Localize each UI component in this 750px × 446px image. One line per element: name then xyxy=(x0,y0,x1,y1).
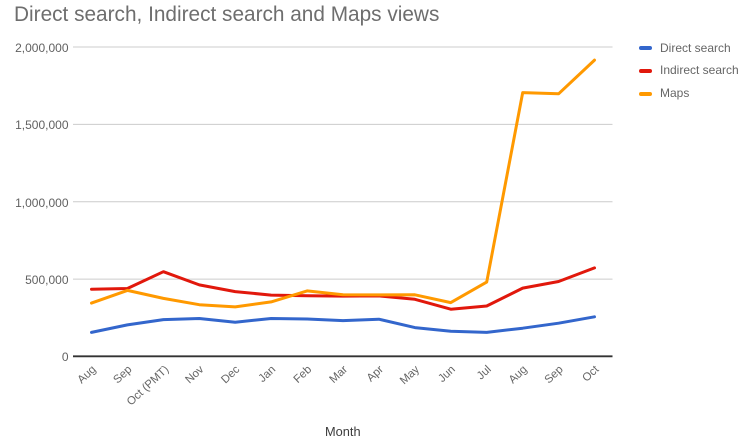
svg-text:Aug: Aug xyxy=(507,364,530,387)
svg-text:Jul: Jul xyxy=(475,364,494,383)
svg-text:Jan: Jan xyxy=(257,364,279,385)
svg-text:Apr: Apr xyxy=(365,363,386,384)
svg-text:Nov: Nov xyxy=(183,363,206,386)
svg-text:Mar: Mar xyxy=(328,363,351,385)
svg-text:Dec: Dec xyxy=(219,363,242,386)
svg-text:Aug: Aug xyxy=(76,364,99,387)
svg-text:Sep: Sep xyxy=(543,364,566,387)
svg-text:Feb: Feb xyxy=(292,364,315,386)
svg-text:May: May xyxy=(398,363,422,387)
svg-text:Jun: Jun xyxy=(436,364,458,385)
svg-text:Oct: Oct xyxy=(580,363,602,384)
svg-text:Sep: Sep xyxy=(111,364,134,387)
